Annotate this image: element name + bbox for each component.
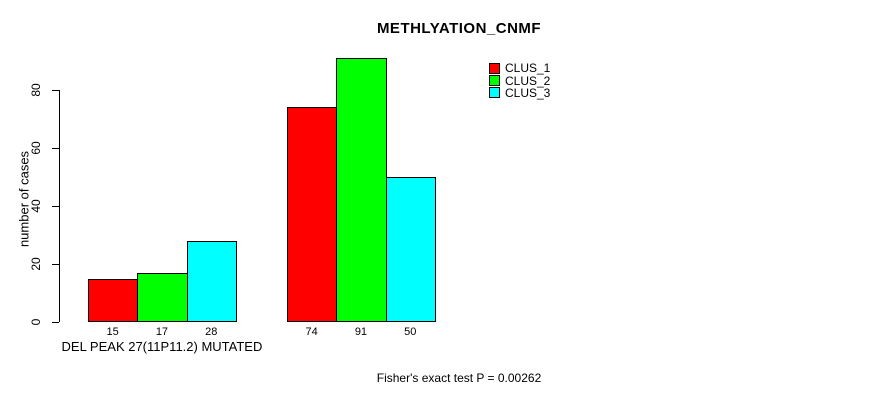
y-tick-label: 40 (29, 199, 43, 213)
x-axis-group-label: DEL PEAK 27(11P11.2) MUTATED (61, 339, 263, 354)
legend-label: CLUS_3 (505, 85, 551, 100)
y-axis-tick (52, 205, 59, 207)
y-tick-label: 80 (29, 83, 43, 97)
y-axis-tick (52, 89, 59, 91)
bar-value-label: 28 (205, 326, 218, 338)
legend-label: CLUS_2 (505, 73, 551, 88)
y-axis-line (59, 90, 60, 322)
y-tick-label: 60 (29, 141, 43, 155)
legend-label: CLUS_1 (505, 61, 551, 76)
legend-item: CLUS_3 (489, 87, 550, 99)
y-axis-tick (52, 263, 59, 265)
legend-swatch-clus_1 (489, 62, 500, 74)
bar-clus_2-group1 (137, 272, 188, 322)
y-axis-tick (52, 147, 59, 149)
y-axis-tick (52, 321, 59, 323)
bar-value-label: 50 (404, 326, 417, 338)
bar-clus_3-group2 (385, 177, 436, 322)
legend-swatch-clus_2 (489, 75, 500, 87)
footnote: Fisher's exact test P = 0.00262 (376, 371, 542, 385)
legend-swatch-clus_3 (489, 87, 500, 99)
bar-value-label: 17 (155, 326, 169, 338)
legend-item: CLUS_1 (489, 62, 550, 74)
legend-item: CLUS_2 (489, 73, 551, 88)
bar-clus_1-group1 (88, 278, 139, 322)
y-tick-label: 0 (29, 318, 43, 326)
bar-clus_2-group2 (336, 58, 387, 322)
y-tick-label: 20 (29, 257, 43, 271)
bar-value-label: 15 (106, 326, 119, 338)
bar-clus_1-group2 (287, 107, 338, 322)
bar-clus_3-group1 (186, 240, 237, 322)
legend: CLUS_1 CLUS_2 CLUS_3 (489, 62, 550, 99)
bar-value-label: 74 (305, 326, 318, 338)
chart-title: METHLYATION_CNMF (376, 20, 542, 37)
bar-value-label: 91 (354, 326, 368, 338)
